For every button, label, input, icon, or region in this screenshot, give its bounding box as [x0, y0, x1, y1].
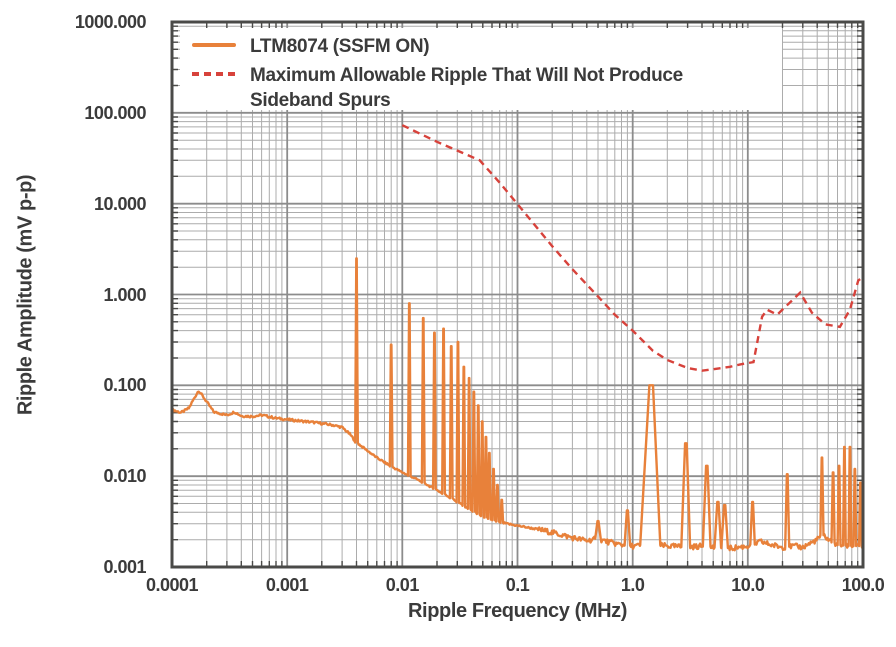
- y-tick-label: 0.100: [103, 375, 146, 396]
- y-tick-label: 100.000: [84, 102, 146, 123]
- y-tick-label: 0.001: [103, 557, 146, 577]
- legend-dashed-line-icon: [192, 72, 236, 76]
- series-max-ripple-limit: [401, 124, 863, 372]
- legend-entry-ltm8074: LTM8074 (SSFM ON): [192, 34, 782, 59]
- plot-frame: [170, 20, 865, 569]
- y-tick-label: 0.010: [103, 466, 146, 487]
- x-tick-label: 1.0: [620, 575, 645, 595]
- y-axis-title: Ripple Amplitude (mV p-p): [14, 174, 37, 416]
- y-tick-label: 10.000: [93, 193, 147, 214]
- legend-label-max-ripple: Maximum Allowable Ripple That Will Not P…: [250, 65, 683, 111]
- axis-tick-marks: [172, 22, 863, 567]
- x-tick-label: 10.0: [731, 575, 765, 595]
- legend-label-ltm8074: LTM8074 (SSFM ON): [250, 36, 430, 57]
- x-tick-label: 100.0: [841, 575, 885, 595]
- legend-entry-max-ripple: Maximum Allowable Ripple That Will Not P…: [192, 63, 782, 113]
- x-tick-label: 0.0001: [145, 575, 199, 595]
- x-tick-label: 0.01: [385, 575, 420, 595]
- legend: LTM8074 (SSFM ON) Maximum Allowable Ripp…: [180, 28, 782, 113]
- x-tick-label: 0.001: [265, 575, 309, 595]
- series-ltm8074-trace: [172, 257, 863, 552]
- y-tick-label: 1000.000: [74, 12, 147, 32]
- x-tick-label: 0.1: [505, 575, 530, 595]
- legend-solid-line-icon: [192, 43, 236, 47]
- y-tick-label: 1.000: [103, 284, 146, 305]
- x-axis-title: Ripple Frequency (MHz): [408, 600, 627, 622]
